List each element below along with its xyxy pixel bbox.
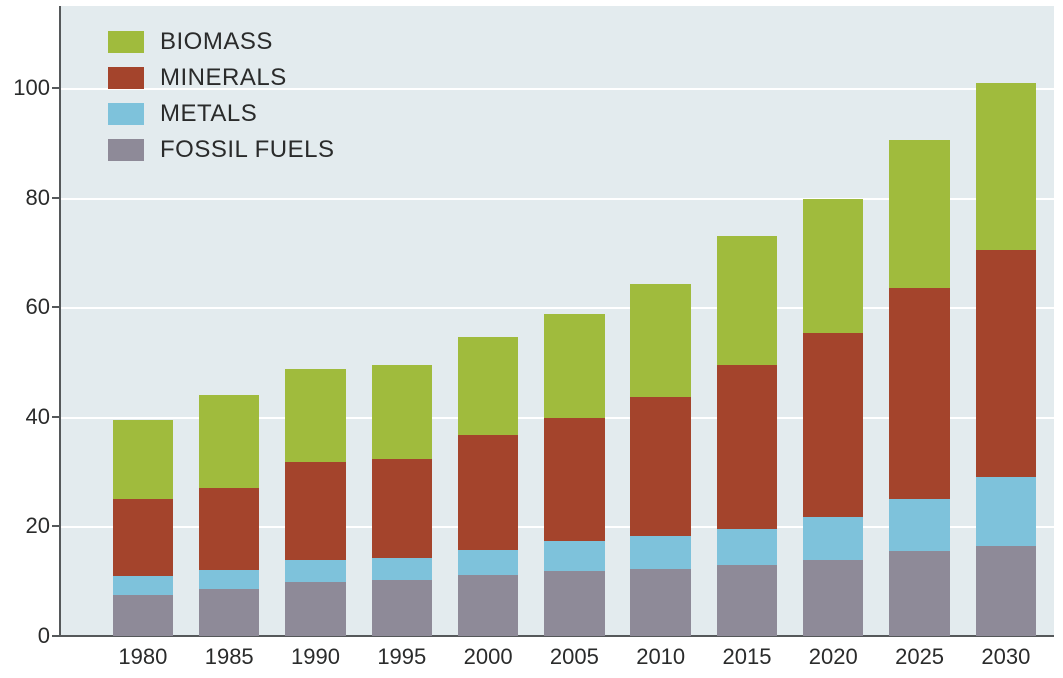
bar-segment-biomass [458, 337, 518, 435]
bar-segment-fossil_fuels [803, 560, 863, 636]
y-tick-label: 0 [38, 623, 60, 649]
y-tick-label: 60 [26, 294, 60, 320]
x-tick-label: 1980 [118, 636, 167, 670]
legend-swatch [108, 31, 144, 53]
legend-label: MINERALS [160, 64, 287, 92]
bar-segment-minerals [372, 459, 432, 559]
bar-segment-fossil_fuels [717, 565, 777, 636]
bar-segment-biomass [113, 420, 173, 499]
legend: BIOMASS MINERALS METALS FOSSIL FUELS [108, 28, 335, 164]
y-tick-label: 100 [13, 75, 60, 101]
legend-label: METALS [160, 100, 257, 128]
x-tick-label: 2000 [464, 636, 513, 670]
x-tick-label: 2025 [895, 636, 944, 670]
bar-segment-minerals [889, 288, 949, 499]
x-tick-label: 1995 [377, 636, 426, 670]
legend-swatch [108, 67, 144, 89]
x-tick-label: 2030 [981, 636, 1030, 670]
bar-segment-fossil_fuels [630, 569, 690, 636]
bar-segment-biomass [976, 83, 1036, 250]
bar-segment-fossil_fuels [113, 595, 173, 636]
bar-segment-fossil_fuels [544, 571, 604, 636]
legend-label: FOSSIL FUELS [160, 136, 335, 164]
bar-segment-metals [113, 576, 173, 595]
y-tick-label: 40 [26, 404, 60, 430]
bar-segment-fossil_fuels [285, 582, 345, 636]
legend-item-biomass: BIOMASS [108, 28, 335, 56]
bar-segment-biomass [199, 395, 259, 488]
bar-segment-fossil_fuels [458, 575, 518, 636]
bar-segment-minerals [199, 488, 259, 570]
bar-segment-minerals [113, 499, 173, 576]
bar-group [803, 199, 863, 636]
bar-segment-metals [803, 517, 863, 561]
bar-group [976, 83, 1036, 636]
bar-segment-metals [717, 529, 777, 565]
bar-segment-metals [285, 560, 345, 582]
bar-segment-metals [372, 558, 432, 580]
bar-segment-metals [458, 550, 518, 575]
bar-segment-minerals [717, 365, 777, 529]
x-tick-label: 2005 [550, 636, 599, 670]
bar-segment-biomass [630, 284, 690, 396]
bar-segment-minerals [285, 462, 345, 561]
bar-group [113, 420, 173, 636]
bar-segment-metals [544, 541, 604, 571]
bar-segment-metals [630, 536, 690, 569]
x-tick-label: 2015 [723, 636, 772, 670]
y-tick-label: 20 [26, 513, 60, 539]
bar-segment-fossil_fuels [372, 580, 432, 636]
bar-segment-metals [976, 477, 1036, 545]
bar-segment-biomass [285, 369, 345, 462]
bar-segment-metals [199, 570, 259, 589]
bar-segment-fossil_fuels [199, 589, 259, 636]
bar-group [372, 365, 432, 636]
bar-group [199, 395, 259, 636]
bar-segment-biomass [372, 365, 432, 458]
legend-label: BIOMASS [160, 28, 273, 56]
bar-group [458, 337, 518, 636]
bar-segment-metals [889, 499, 949, 551]
x-tick-label: 2020 [809, 636, 858, 670]
bar-segment-minerals [976, 250, 1036, 477]
bar-segment-minerals [544, 418, 604, 541]
bar-segment-fossil_fuels [889, 551, 949, 636]
legend-item-minerals: MINERALS [108, 64, 335, 92]
bar-group [630, 284, 690, 636]
y-tick-label: 80 [26, 185, 60, 211]
bar-segment-minerals [803, 333, 863, 517]
bar-segment-biomass [717, 236, 777, 365]
legend-swatch [108, 103, 144, 125]
legend-item-fossil_fuels: FOSSIL FUELS [108, 136, 335, 164]
stacked-bar-chart: 0 20 40 60 80 100 1980 1985 1990 1995 2000 2005 2010… [0, 0, 1063, 678]
bar-segment-biomass [889, 140, 949, 288]
bar-segment-fossil_fuels [976, 546, 1036, 636]
bar-group [717, 236, 777, 636]
bar-group [544, 314, 604, 636]
x-tick-label: 2010 [636, 636, 685, 670]
x-tick-label: 1985 [205, 636, 254, 670]
legend-item-metals: METALS [108, 100, 335, 128]
bar-segment-minerals [630, 397, 690, 537]
bar-group [889, 140, 949, 636]
bar-segment-biomass [544, 314, 604, 418]
bar-segment-minerals [458, 435, 518, 550]
bar-group [285, 369, 345, 636]
x-tick-label: 1990 [291, 636, 340, 670]
legend-swatch [108, 139, 144, 161]
bar-segment-biomass [803, 199, 863, 333]
